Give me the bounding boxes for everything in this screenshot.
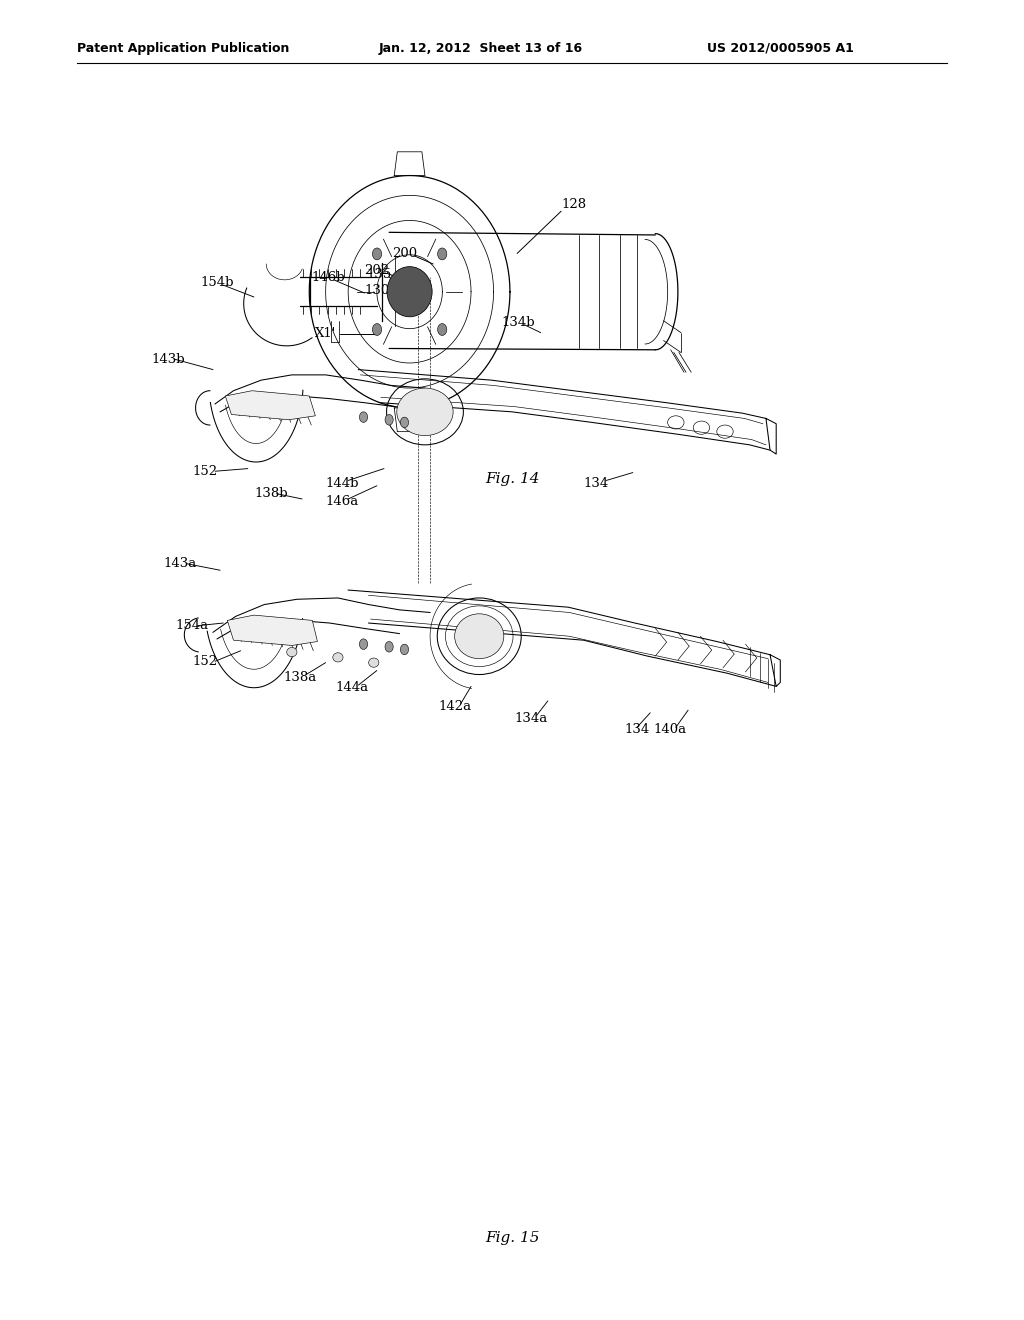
Text: 146b: 146b xyxy=(311,271,345,284)
Circle shape xyxy=(359,639,368,649)
Circle shape xyxy=(373,323,382,335)
Text: 134: 134 xyxy=(584,477,609,490)
Ellipse shape xyxy=(333,653,343,663)
Ellipse shape xyxy=(396,388,453,436)
Text: 138b: 138b xyxy=(254,487,288,500)
Text: X1': X1' xyxy=(315,327,337,341)
Circle shape xyxy=(373,248,382,260)
Polygon shape xyxy=(225,391,315,420)
Text: 154a: 154a xyxy=(175,619,208,632)
Text: Patent Application Publication: Patent Application Publication xyxy=(77,42,289,54)
Text: 138a: 138a xyxy=(284,671,316,684)
Text: 140a: 140a xyxy=(653,723,686,737)
Text: 128: 128 xyxy=(561,198,587,211)
Circle shape xyxy=(359,412,368,422)
Text: 134a: 134a xyxy=(514,711,547,725)
Text: Fig. 15: Fig. 15 xyxy=(484,1232,540,1245)
Circle shape xyxy=(385,642,393,652)
Text: 143b: 143b xyxy=(152,352,185,366)
Ellipse shape xyxy=(387,267,432,317)
Text: 152: 152 xyxy=(193,465,218,478)
Text: 146a: 146a xyxy=(326,495,358,508)
Text: 130: 130 xyxy=(365,284,390,297)
Polygon shape xyxy=(227,615,317,645)
Text: 142a: 142a xyxy=(438,700,471,713)
Circle shape xyxy=(400,644,409,655)
Circle shape xyxy=(400,417,409,428)
Text: US 2012/0005905 A1: US 2012/0005905 A1 xyxy=(707,42,853,54)
Text: 134b: 134b xyxy=(502,315,536,329)
Text: 144b: 144b xyxy=(326,477,359,490)
Ellipse shape xyxy=(287,648,297,657)
Text: Jan. 12, 2012  Sheet 13 of 16: Jan. 12, 2012 Sheet 13 of 16 xyxy=(379,42,583,54)
Text: 134: 134 xyxy=(625,723,650,737)
Text: 144a: 144a xyxy=(336,681,369,694)
Circle shape xyxy=(385,414,393,425)
Text: Fig. 14: Fig. 14 xyxy=(484,473,540,486)
Circle shape xyxy=(437,248,446,260)
Circle shape xyxy=(437,323,446,335)
Text: 152: 152 xyxy=(193,655,218,668)
Ellipse shape xyxy=(455,614,504,659)
Text: 154b: 154b xyxy=(201,276,234,289)
Text: 200: 200 xyxy=(392,247,418,260)
Text: 135: 135 xyxy=(367,268,392,281)
Text: 202: 202 xyxy=(365,264,390,277)
Text: 143a: 143a xyxy=(164,557,197,570)
Ellipse shape xyxy=(369,657,379,668)
